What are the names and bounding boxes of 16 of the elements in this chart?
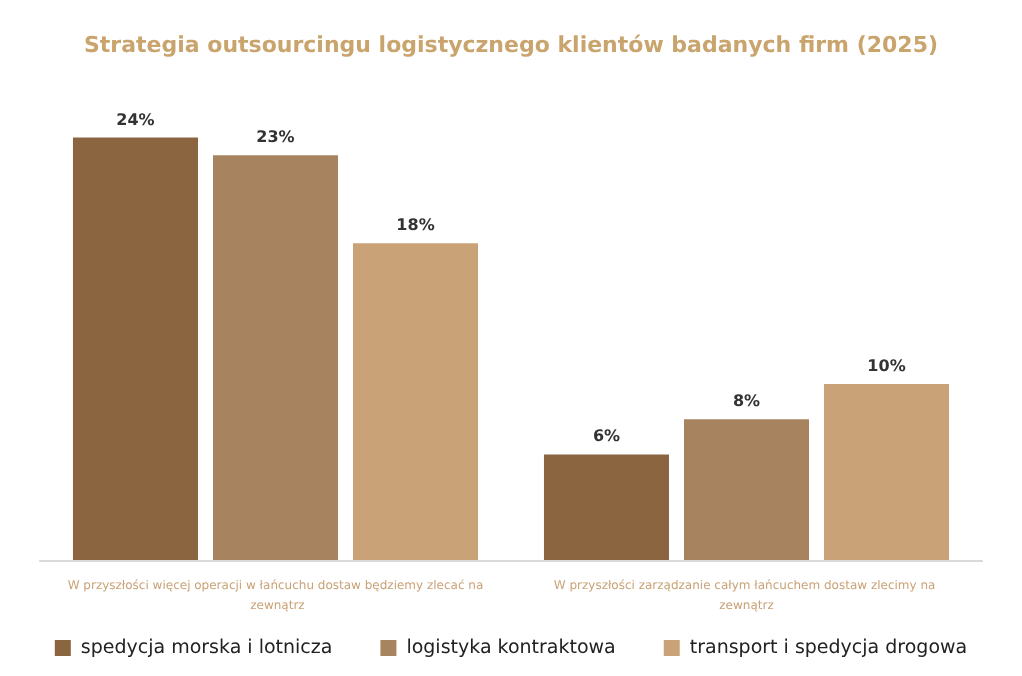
data-label: 23% xyxy=(256,128,295,147)
bar xyxy=(353,243,479,560)
bar xyxy=(683,419,810,560)
data-label: 6% xyxy=(592,427,621,446)
legend-label: logistyka kontraktowa xyxy=(406,637,616,659)
chart-title: Strategia outsourcingu logistycznego klientów badanych firm (2025) xyxy=(83,32,939,58)
bar xyxy=(824,384,950,560)
bar xyxy=(543,454,669,560)
data-label: 10% xyxy=(867,357,906,375)
data-label: 8% xyxy=(732,392,761,411)
data-label: 18% xyxy=(396,216,435,235)
bar xyxy=(72,137,198,560)
data-label: 24% xyxy=(116,110,155,129)
legend-label: spedycja morska i lotnicza xyxy=(80,637,333,659)
legend-label: transport i spedycja drogowa xyxy=(689,637,968,659)
bar xyxy=(212,155,339,560)
